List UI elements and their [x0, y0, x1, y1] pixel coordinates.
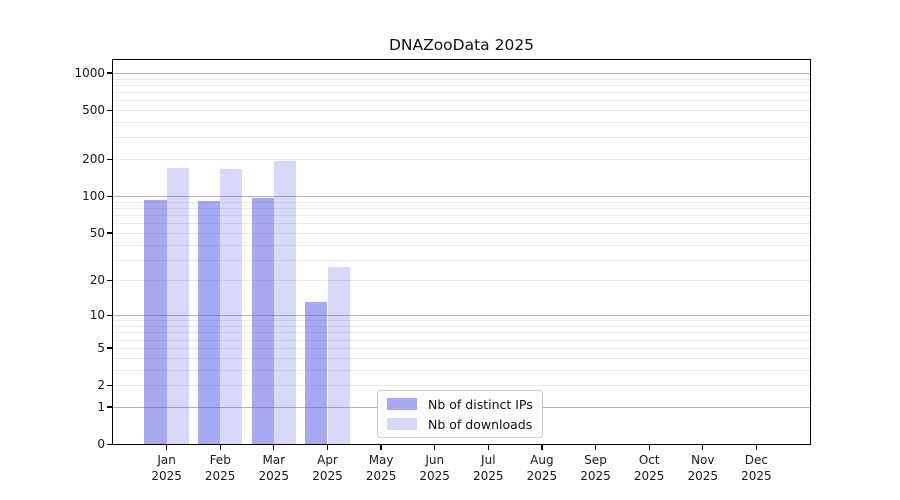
legend-swatch — [387, 418, 417, 430]
legend: Nb of distinct IPs Nb of downloads — [377, 390, 543, 438]
y-tick-label: 10 — [89, 308, 105, 323]
y-tick-label: 1 — [97, 399, 105, 414]
x-tick-mark — [273, 444, 275, 450]
gridline-minor — [113, 207, 810, 209]
x-tick-label: Sep 2025 — [580, 453, 611, 483]
y-tick-label: 5 — [97, 340, 105, 355]
x-tick-mark — [434, 444, 436, 450]
legend-row: Nb of downloads — [387, 417, 533, 432]
x-tick-label: Feb 2025 — [204, 453, 236, 483]
gridline-minor — [113, 92, 810, 93]
chart-title: DNAZooData 2025 — [388, 36, 535, 54]
y-tick-mark — [106, 72, 113, 74]
gridline-minor — [113, 244, 810, 246]
gridline-minor — [113, 332, 810, 334]
y-tick-label: 0 — [97, 437, 105, 451]
gridline-minor — [113, 320, 810, 322]
y-tick-label: 50 — [89, 225, 105, 240]
x-tick-mark — [326, 444, 329, 450]
y-tick-mark — [106, 384, 113, 386]
y-tick-label: 100 — [82, 189, 105, 204]
gridline-minor — [113, 385, 810, 386]
y-tick-mark — [106, 314, 113, 317]
gridline-minor — [113, 201, 810, 203]
gridline-minor — [113, 347, 810, 349]
x-tick-label: Jun 2025 — [419, 453, 450, 483]
gridline-major — [113, 315, 810, 317]
legend-swatch — [387, 398, 417, 410]
x-tick-label: Dec 2025 — [741, 453, 772, 483]
x-tick-mark — [702, 444, 704, 450]
x-tick-label: Nov 2025 — [687, 453, 719, 483]
y-tick-mark — [106, 279, 113, 282]
x-tick-label: Jan 2025 — [151, 453, 182, 483]
bar — [327, 266, 350, 444]
x-tick-mark — [648, 444, 650, 450]
y-tick-label: 1000 — [74, 65, 105, 80]
x-tick-mark — [594, 444, 597, 450]
x-tick-label: Mar 2025 — [258, 453, 290, 483]
bar — [197, 201, 221, 444]
gridline-minor — [113, 78, 810, 80]
gridline-minor — [113, 280, 810, 282]
gridline-minor — [113, 369, 810, 371]
y-tick-mark — [106, 443, 113, 445]
x-tick-mark — [755, 444, 758, 450]
y-tick-label: 200 — [82, 152, 105, 167]
legend-label: Nb of downloads — [428, 416, 533, 432]
gridline-minor — [113, 159, 810, 161]
bar — [251, 198, 274, 444]
gridline-major — [113, 72, 810, 74]
gridline-minor — [113, 259, 810, 261]
x-tick-label: Aug 2025 — [526, 453, 558, 483]
x-tick-mark — [165, 444, 168, 450]
legend-label: Nb of distinct IPs — [428, 396, 533, 412]
x-tick-mark — [541, 444, 543, 450]
x-tick-label: Oct 2025 — [633, 453, 665, 483]
gridline-minor — [113, 232, 810, 234]
y-tick-label: 500 — [82, 103, 105, 117]
x-tick-label: May 2025 — [365, 453, 397, 483]
gridline-minor — [113, 215, 810, 216]
x-tick-label: Jul 2025 — [473, 453, 504, 483]
gridline-minor — [113, 326, 810, 327]
gridline-minor — [113, 223, 810, 225]
legend-row: Nb of distinct IPs — [387, 397, 533, 412]
y-tick-label: 20 — [89, 273, 105, 288]
y-tick-label: 2 — [97, 378, 105, 392]
bar — [166, 167, 189, 444]
gridline-minor — [113, 137, 810, 139]
x-tick-mark — [380, 444, 382, 450]
gridline-minor — [113, 339, 810, 341]
gridline-minor — [113, 100, 810, 102]
y-tick-mark — [106, 406, 113, 408]
y-tick-mark — [106, 109, 113, 111]
gridline-minor — [113, 357, 810, 359]
bar — [305, 302, 328, 444]
y-tick-mark — [106, 232, 113, 234]
gridline-minor — [113, 122, 810, 123]
gridline-minor — [113, 110, 810, 111]
bar — [220, 169, 243, 444]
x-tick-mark — [219, 444, 221, 450]
bar — [144, 199, 167, 444]
gridline-minor — [113, 84, 810, 86]
y-tick-mark — [106, 158, 113, 160]
x-tick-label: Apr 2025 — [312, 453, 343, 483]
plot-area — [112, 59, 811, 445]
bar — [273, 161, 297, 444]
gridline-major — [113, 196, 810, 198]
y-tick-mark — [106, 347, 113, 349]
x-tick-mark — [487, 444, 489, 450]
y-tick-mark — [106, 195, 113, 197]
